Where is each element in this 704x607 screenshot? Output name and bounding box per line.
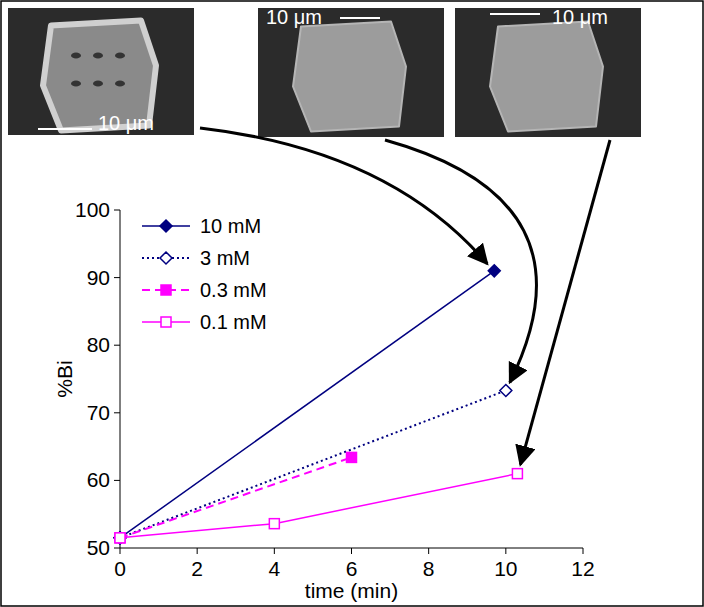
y-tick-label: 80 [87,333,110,356]
y-tick [114,345,120,346]
sem-background [8,8,194,135]
chart-root: 10 μm 10 μm 10 μm 50 60 70 80 90 100 0 2 4 6 8 10 12 tim… [0,0,704,607]
scale-bar [490,13,540,15]
y-tick [114,277,120,278]
x-tick-label: 8 [423,557,435,580]
scale-bar [38,128,92,130]
y-tick [114,548,120,549]
sem-pore [71,81,81,87]
x-tick [120,548,121,554]
y-axis-line [120,210,121,548]
sem-background [455,8,641,137]
data-point [114,532,126,544]
legend-marker [161,285,171,295]
legend-marker [160,252,172,264]
sem-image: 10 μm [455,6,641,137]
sem-particle [490,22,603,132]
data-point [512,469,522,479]
x-tick [428,548,429,554]
y-tick [114,210,120,211]
sem-pore [115,53,125,59]
sem-pore [93,81,103,87]
arrow [385,140,536,382]
data-point [115,533,125,543]
scale-bar [340,17,380,19]
scale-bar-label: 10 μm [98,112,154,134]
arrow [200,128,487,264]
y-tick-label: 70 [87,401,110,424]
data-point [115,533,125,543]
legend-label: 0.1 mM [200,311,267,333]
y-tick [114,412,120,413]
sem-pore [93,53,103,59]
x-tick [583,548,584,554]
y-axis-title: %Bi [53,360,76,397]
sem-pore [71,53,81,59]
legend-label: 10 mM [200,215,261,237]
data-point [114,532,126,544]
sem-pore [115,81,125,87]
y-tick-label: 60 [87,468,110,491]
axes: 50 60 70 80 90 100 0 2 4 6 8 10 12 time (min) %Bi [53,198,595,602]
sem-image: 10 μm [258,6,444,137]
y-tick-label: 50 [87,536,110,559]
legend-label: 3 mM [200,247,250,269]
series-line [120,457,352,537]
series [115,469,522,543]
scale-bar-label: 10 μm [552,6,608,28]
data-point [500,384,512,396]
x-tick [274,548,275,554]
legend: 10 mM 3 mM 0.3 mM 0.1 mM [142,215,267,333]
arrow [520,140,610,465]
x-tick [505,548,506,554]
sem-image: 10 μm [8,8,194,135]
series [114,384,512,543]
series [114,265,500,544]
y-tick-label: 90 [87,266,110,289]
plot-area [114,265,522,544]
y-tick-label: 100 [75,198,110,221]
data-point [488,265,500,277]
x-tick-label: 6 [346,557,358,580]
sem-particle [293,22,406,132]
arrows [200,128,610,465]
scale-bar-label: 10 μm [266,6,322,28]
x-tick-label: 10 [494,557,517,580]
data-point [347,452,357,462]
x-tick [351,548,352,554]
series-line [120,271,494,538]
x-axis-title: time (min) [305,579,398,602]
x-tick-label: 2 [191,557,203,580]
series [115,452,357,542]
x-tick-label: 4 [268,557,280,580]
x-tick [197,548,198,554]
series-line [120,474,517,538]
y-tick [114,480,120,481]
outer-frame [1,1,703,606]
legend-marker [161,317,171,327]
data-point [269,519,279,529]
legend-marker [160,220,172,232]
x-tick-label: 0 [114,557,126,580]
legend-label: 0.3 mM [200,279,267,301]
x-tick-label: 12 [571,557,594,580]
